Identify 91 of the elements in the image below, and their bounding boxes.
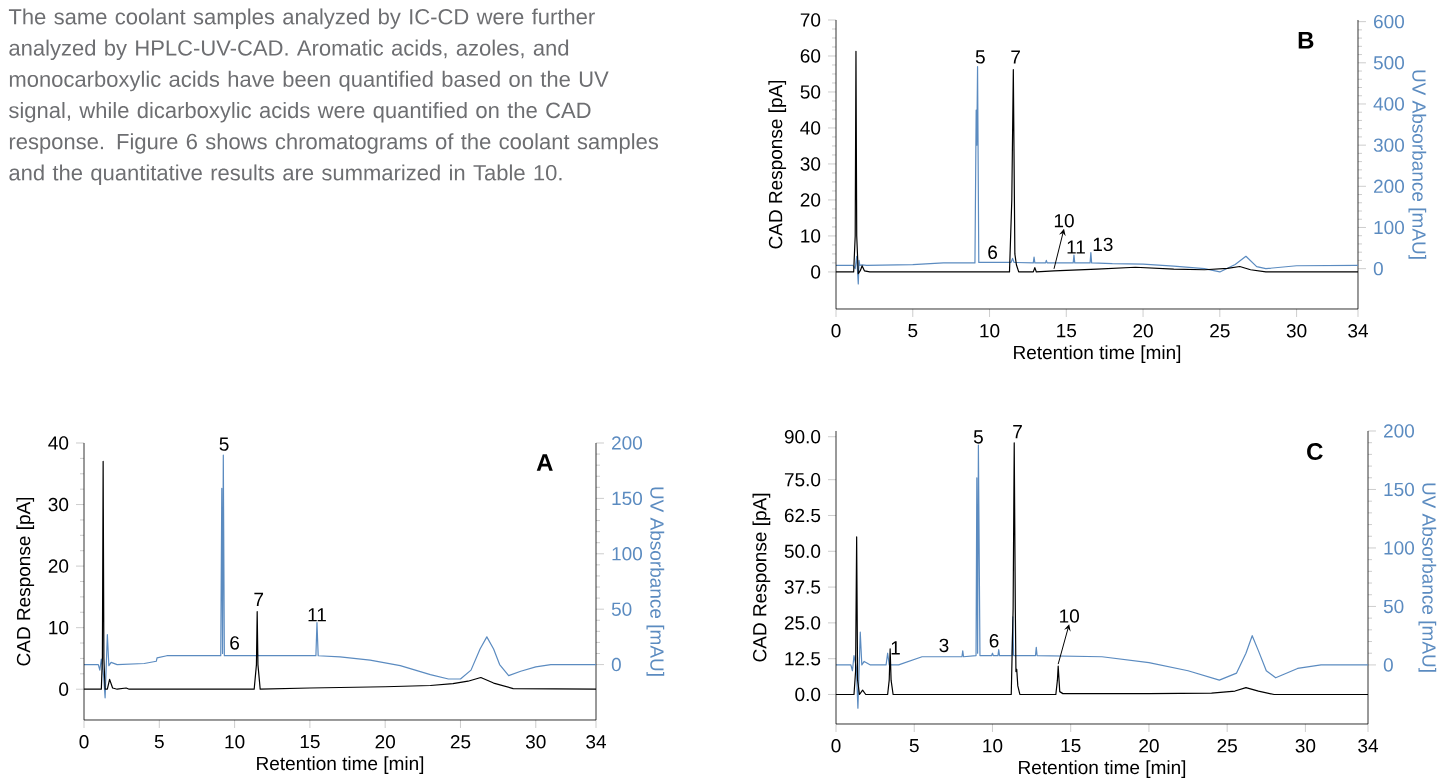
x-tick-label: 5 xyxy=(908,324,918,338)
y2-tick-label: 50 xyxy=(1383,599,1404,614)
annotation: 1 xyxy=(891,641,900,655)
y-tick-label: 75.0 xyxy=(784,472,821,487)
annotation: 7 xyxy=(254,592,264,606)
chart-title: B xyxy=(1298,31,1314,49)
x-tick-label: 20 xyxy=(375,735,395,749)
y-tick-label: 62.5 xyxy=(784,508,821,523)
y-tick-label: 0.0 xyxy=(795,687,821,702)
y-tick-label: 70 xyxy=(800,13,821,27)
x-tick-label: 25 xyxy=(1210,324,1230,338)
x-axis-title: Retention time [min] xyxy=(257,756,424,774)
y-tick-label: 50.0 xyxy=(784,544,821,559)
x-tick-label: 15 xyxy=(1057,324,1077,338)
y2-tick-label: 150 xyxy=(1384,482,1415,497)
y2-tick-label: 300 xyxy=(1373,138,1405,152)
text: The same coolant samples analyzed by IC-CD were further analyzed by HPLC-UV-CAD. Aromatic acids, azoles, and monocarboxylic acids have been quantified based on the UV signal, while dicarboxylic acids were quantified on the CAD response. Figure 6 shows chromatograms of the coolant samples and the quantitative results are summarized in Table 10. xyxy=(8,8,659,185)
x-tick-label: 5 xyxy=(154,735,164,749)
y-tick-label: 40 xyxy=(48,436,69,450)
x-tick-label: 0 xyxy=(831,324,841,338)
y2-tick-label: 500 xyxy=(1373,56,1405,70)
y2-tick-label: 100 xyxy=(612,547,643,561)
chart-title: A xyxy=(536,454,553,471)
x-tick-label: 0 xyxy=(831,739,841,753)
y2-tick-label: 0 xyxy=(1373,261,1383,276)
annotation: 7 xyxy=(1011,50,1020,64)
y2-tick-label: 600 xyxy=(1374,14,1405,29)
y-tick-label: 25.0 xyxy=(784,616,821,630)
y-tick-label: 0 xyxy=(811,265,821,279)
y2-tick-label: 0 xyxy=(611,657,621,672)
x-tick-label: 34 xyxy=(1348,324,1368,338)
y-tick-label: 50 xyxy=(800,85,821,99)
y2-tick-label: 200 xyxy=(1374,179,1405,194)
x-tick-label: 20 xyxy=(1133,324,1153,338)
x-tick-label: 30 xyxy=(1286,324,1307,338)
annotation: 6 xyxy=(988,245,998,260)
y2-tick-label: 150 xyxy=(612,491,643,506)
y2-axis-title: UV Absorbance [mAU] xyxy=(646,487,665,676)
y2-tick-label: 50 xyxy=(611,602,632,616)
x-axis-title: Retention time [min] xyxy=(1014,345,1181,363)
annotation: 10 xyxy=(1060,609,1079,623)
y-tick-label: 10 xyxy=(801,229,821,243)
y-tick-label: 60 xyxy=(800,49,821,63)
x-tick-label: 30 xyxy=(1295,739,1316,753)
y2-tick-label: 100 xyxy=(1384,541,1415,555)
x-tick-label: 10 xyxy=(983,739,1003,753)
annotation: 10 xyxy=(1054,213,1074,228)
x-tick-label: 5 xyxy=(909,739,919,753)
y-tick-label: 40 xyxy=(800,121,821,135)
annotation: 6 xyxy=(989,634,999,648)
y-axis-title: CAD Response [pA] xyxy=(768,80,787,249)
y2-axis-title: UV Absorbance [mAU] xyxy=(1408,70,1427,259)
y2-axis-title: UV Absorbance [mAU] xyxy=(1418,483,1437,672)
chart-title: C xyxy=(1307,443,1323,460)
x-tick-label: 15 xyxy=(300,735,320,749)
annotation: 6 xyxy=(230,636,240,650)
y-axis-title: CAD Response [pA] xyxy=(16,497,35,666)
y2-tick-label: 400 xyxy=(1373,97,1405,111)
x-tick-label: 20 xyxy=(1139,739,1159,753)
y-tick-label: 90.0 xyxy=(784,429,821,444)
x-tick-label: 25 xyxy=(450,735,471,749)
annotation: 11 xyxy=(308,608,326,622)
y-tick-label: 10 xyxy=(49,620,69,635)
y2-tick-label: 100 xyxy=(1374,220,1405,235)
annotation: 5 xyxy=(973,430,983,444)
x-tick-label: 10 xyxy=(225,735,245,749)
y-tick-label: 20 xyxy=(800,193,821,207)
annotation: 5 xyxy=(219,437,229,451)
y-tick-label: 30 xyxy=(48,497,69,512)
annotation: 13 xyxy=(1093,237,1113,252)
x-tick-label: 25 xyxy=(1217,739,1237,753)
annotation: 5 xyxy=(975,50,985,64)
y2-tick-label: 200 xyxy=(612,436,643,450)
x-tick-label: 34 xyxy=(586,735,606,749)
annotation: 11 xyxy=(1067,240,1085,254)
y-tick-label: 0 xyxy=(59,682,69,696)
y-tick-label: 30 xyxy=(800,157,821,171)
annotation: 3 xyxy=(939,638,949,653)
x-tick-label: 30 xyxy=(525,735,546,749)
x-tick-label: 34 xyxy=(1358,739,1378,753)
annotation: 7 xyxy=(1013,425,1022,439)
x-tick-label: 0 xyxy=(79,735,89,749)
y2-tick-label: 0 xyxy=(1383,658,1393,672)
y-tick-label: 37.5 xyxy=(784,580,821,594)
x-axis-title: Retention time [min] xyxy=(1019,760,1186,778)
y-tick-label: 20 xyxy=(48,559,69,573)
y-axis-title: CAD Response [pA] xyxy=(752,493,771,662)
x-tick-label: 10 xyxy=(980,324,1000,338)
y-tick-label: 12.5 xyxy=(785,651,821,666)
y2-tick-label: 200 xyxy=(1384,424,1415,438)
x-tick-label: 15 xyxy=(1061,739,1081,753)
